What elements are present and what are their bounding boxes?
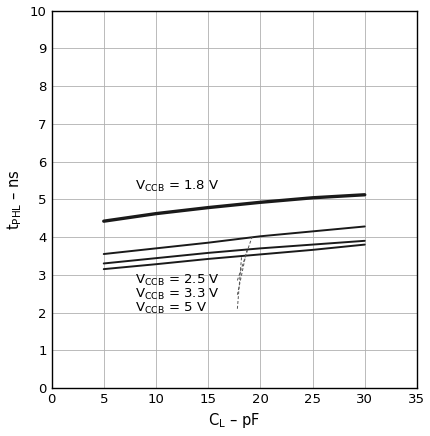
Text: V$_\mathregular{CCB}$ = 2.5 V: V$_\mathregular{CCB}$ = 2.5 V [135, 273, 219, 288]
Text: V$_\mathregular{CCB}$ = 1.8 V: V$_\mathregular{CCB}$ = 1.8 V [135, 178, 219, 194]
Text: V$_\mathregular{CCB}$ = 5 V: V$_\mathregular{CCB}$ = 5 V [135, 301, 206, 316]
X-axis label: C$_\mathregular{L}$ – pF: C$_\mathregular{L}$ – pF [208, 412, 260, 430]
Y-axis label: t$_\mathregular{PHL}$ – ns: t$_\mathregular{PHL}$ – ns [6, 169, 24, 230]
Text: V$_\mathregular{CCB}$ = 3.3 V: V$_\mathregular{CCB}$ = 3.3 V [135, 287, 219, 302]
